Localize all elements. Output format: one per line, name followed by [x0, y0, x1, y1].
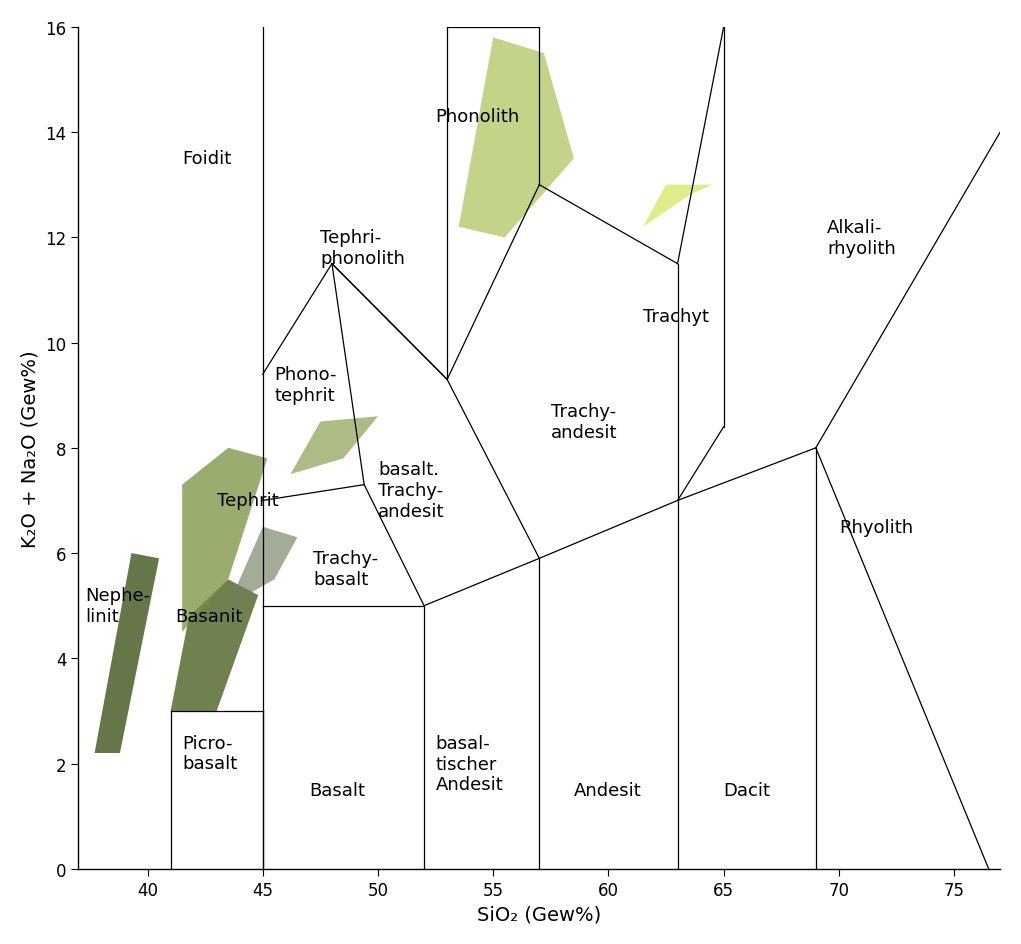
Text: Tephri-
phonolith: Tephri- phonolith — [321, 229, 405, 268]
Text: basal-
tischer
Andesit: basal- tischer Andesit — [436, 734, 503, 794]
Polygon shape — [229, 527, 297, 606]
Polygon shape — [643, 186, 712, 228]
Polygon shape — [95, 553, 159, 753]
Text: Rhyolith: Rhyolith — [839, 518, 913, 536]
Text: Trachy-
andesit: Trachy- andesit — [550, 403, 618, 442]
Text: Phonolith: Phonolith — [436, 109, 520, 126]
Text: Basalt: Basalt — [309, 781, 364, 799]
Text: basalt.
Trachy-
andesit: basalt. Trachy- andesit — [378, 461, 444, 520]
Text: Trachyt: Trachyt — [643, 308, 709, 326]
Y-axis label: K₂O + Na₂O (Gew%): K₂O + Na₂O (Gew%) — [20, 349, 40, 548]
Text: Andesit: Andesit — [574, 781, 641, 799]
Text: Picro-
basalt: Picro- basalt — [182, 733, 238, 772]
Text: Trachy-
basalt: Trachy- basalt — [313, 549, 379, 589]
Text: Phono-
tephrit: Phono- tephrit — [275, 366, 337, 405]
Text: Dacit: Dacit — [724, 781, 771, 799]
Text: Alkali-
rhyolith: Alkali- rhyolith — [827, 219, 896, 258]
Polygon shape — [182, 448, 268, 632]
Text: Foidit: Foidit — [182, 150, 232, 168]
X-axis label: SiO₂ (Gew%): SiO₂ (Gew%) — [477, 904, 601, 923]
Text: Tephrit: Tephrit — [216, 492, 279, 510]
Polygon shape — [290, 417, 378, 475]
Polygon shape — [171, 580, 258, 711]
Polygon shape — [458, 39, 574, 238]
Text: Basanit: Basanit — [176, 608, 243, 626]
Text: Nephe-
linit: Nephe- linit — [86, 586, 150, 626]
